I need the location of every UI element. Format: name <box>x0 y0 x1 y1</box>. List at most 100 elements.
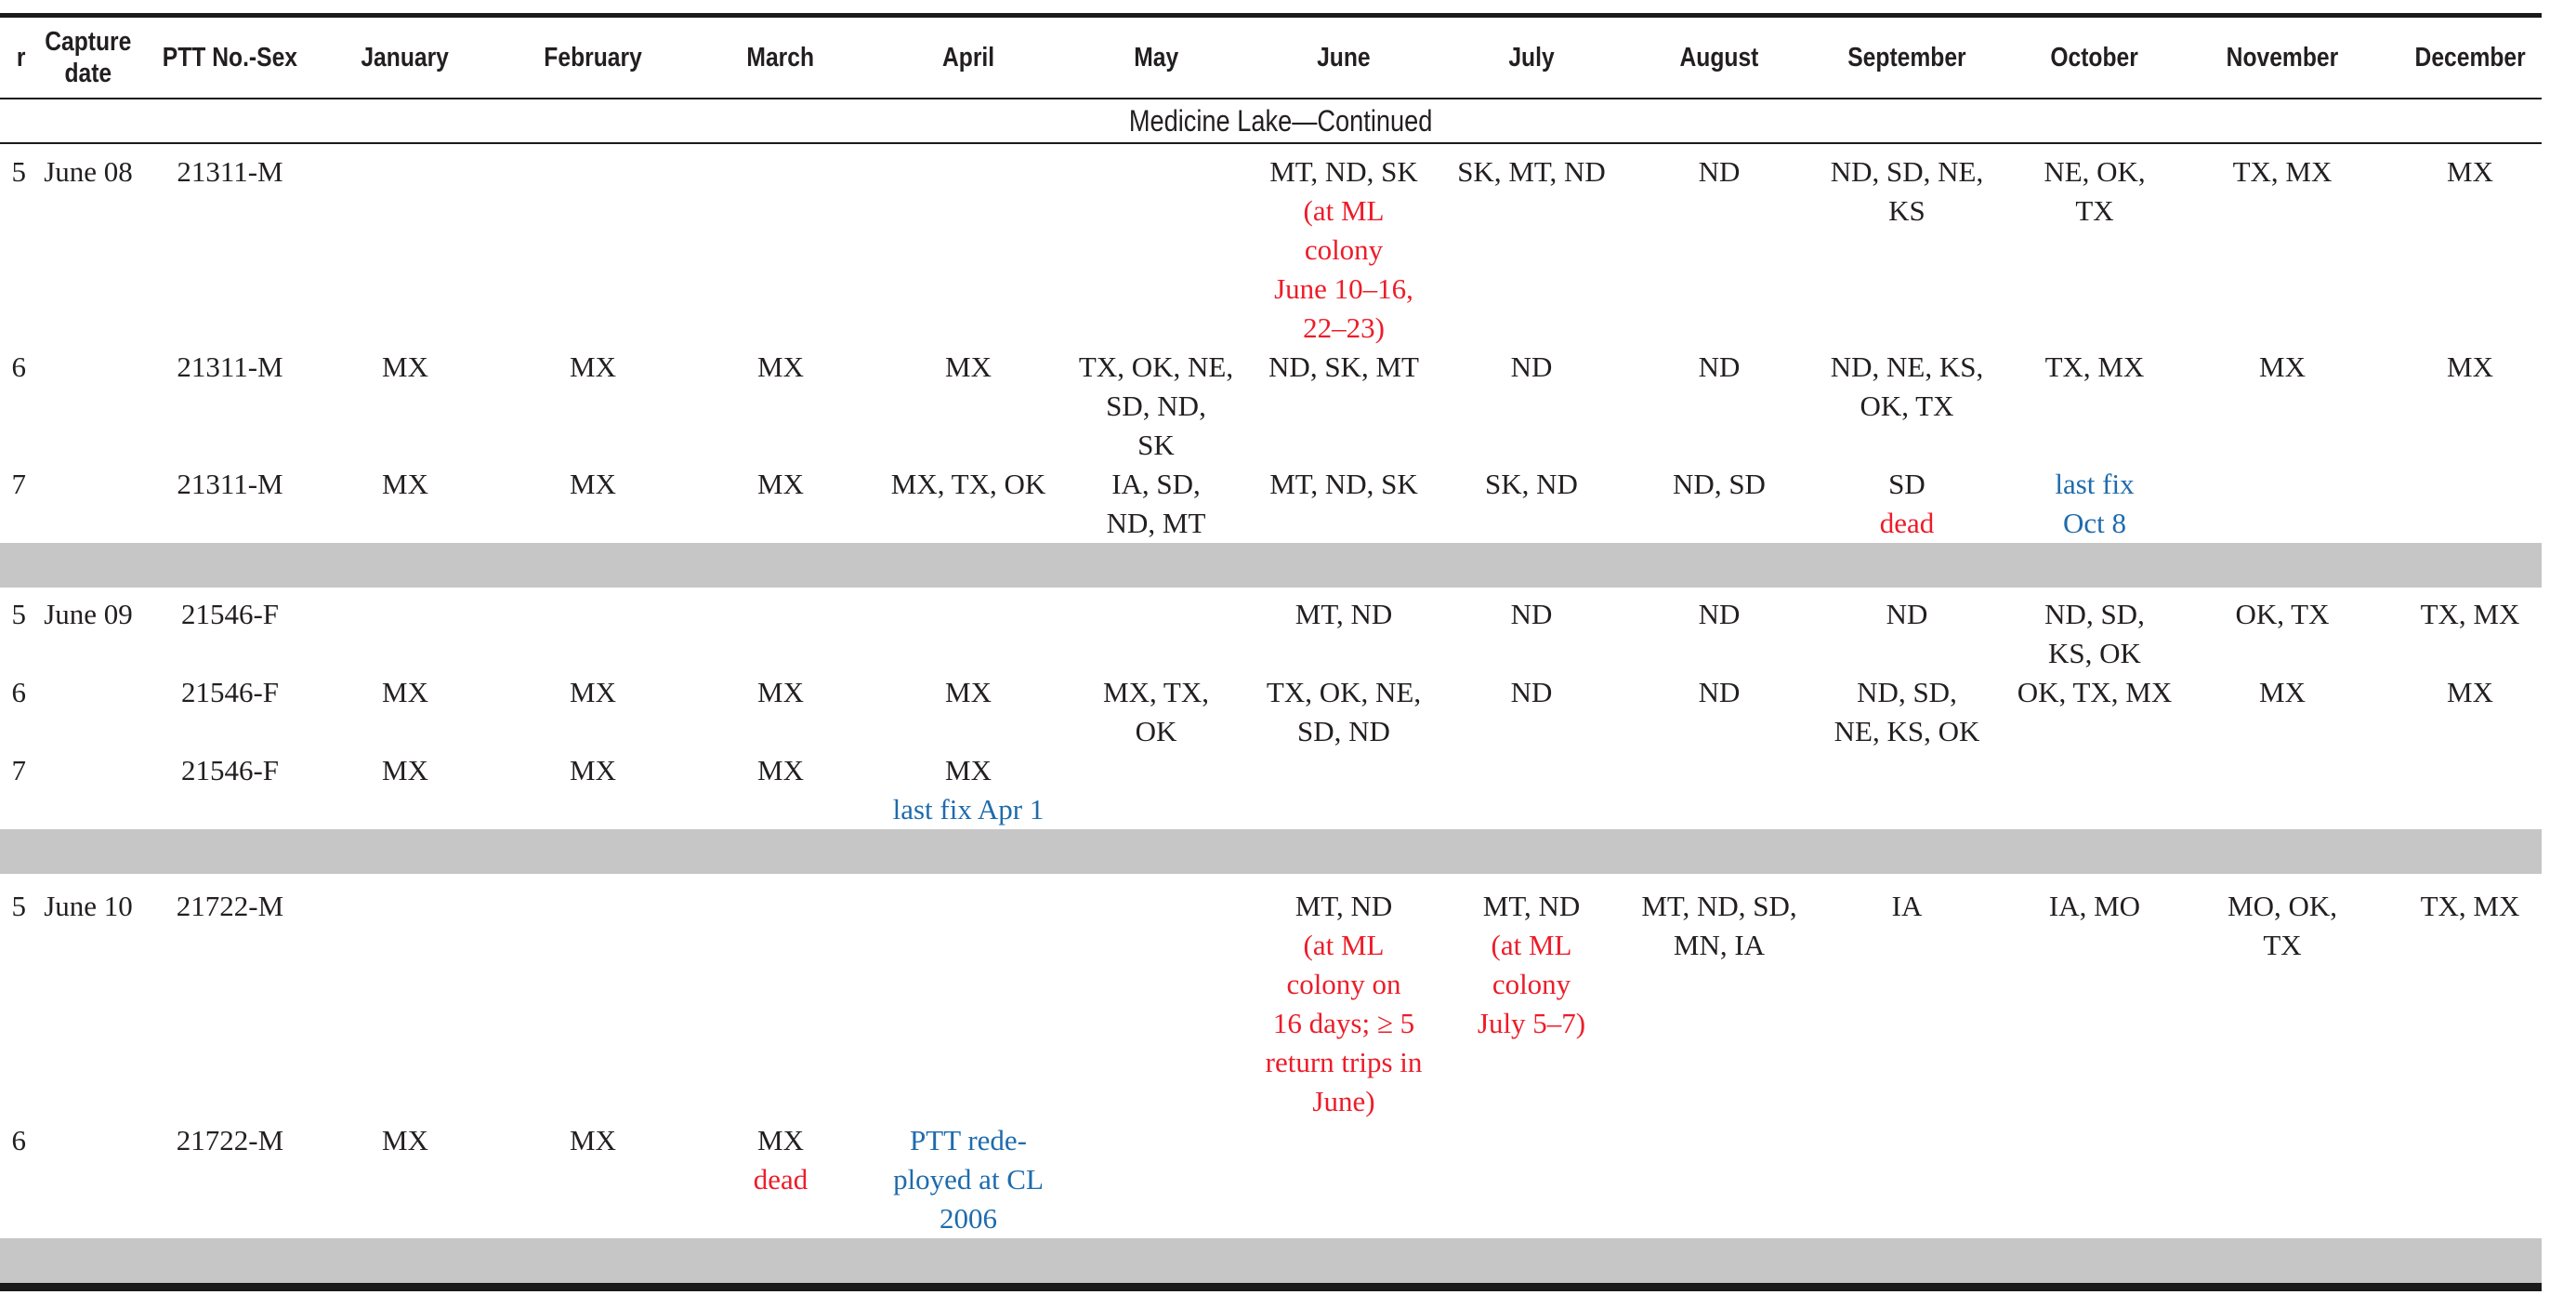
month-column-header-july: July <box>1438 42 1625 73</box>
ptt-cell: 21311-M <box>177 350 283 383</box>
cell-line: ND <box>1698 598 1741 630</box>
month-column-header-december: December <box>2376 42 2564 73</box>
cell-line: SD, ND, <box>1106 390 1206 422</box>
month-header-label: March <box>746 43 815 73</box>
table-row: 6 21722-M MX MX MX dead PTT rede-ployed at CL 2… <box>0 1121 2562 1238</box>
cell-line: ND, MT <box>1106 507 1206 539</box>
cell-line: MT, ND, SD, <box>1641 890 1797 922</box>
cell-line: MX <box>570 1124 616 1156</box>
cell-line: ND <box>1698 155 1741 188</box>
month-header-label: August <box>1679 43 1759 73</box>
cell-line: MX <box>2259 350 2306 383</box>
month-cell-december: MX <box>2376 673 2564 712</box>
section-title: Medicine Lake—Continued <box>1129 103 1433 138</box>
cell-line: MX <box>2447 676 2493 708</box>
cell-line: MT, ND, SK <box>1269 468 1418 500</box>
month-cell-december: TX, MX <box>2376 887 2564 926</box>
month-cell-december: TX, MX <box>2376 595 2564 634</box>
cell-line: MT, ND <box>1295 890 1393 922</box>
cell-line: 16 days; ≥ 5 <box>1272 1007 1415 1039</box>
year-cell: 6 <box>11 350 27 383</box>
month-header-label: January <box>361 43 450 73</box>
cell-line: June) <box>1312 1085 1375 1117</box>
cell-line: MX <box>757 676 804 708</box>
cell-line: IA <box>1891 890 1923 922</box>
month-cell-november: MO, OK, TX <box>2188 887 2376 965</box>
month-header-label: June <box>1317 43 1371 73</box>
cell-line: SK <box>1137 429 1175 461</box>
month-cell-august: ND <box>1625 673 1813 712</box>
month-cell-april: MX <box>874 673 1062 712</box>
month-cell-may: TX, OK, NE, SD, ND, SK <box>1062 348 1250 465</box>
medicine-lake-table: r Capture date PTT No.-Sex January February Ma… <box>0 13 2562 1291</box>
cell-line: ND, SD, <box>2044 598 2145 630</box>
cell-line: MX <box>570 676 616 708</box>
month-cell-august: ND <box>1625 152 1813 192</box>
month-column-header-april: April <box>874 42 1062 73</box>
cell-line: PTT rede- <box>910 1124 1027 1156</box>
cell-line: ND, NE, KS, <box>1830 350 1984 383</box>
cell-line: MX <box>570 350 616 383</box>
month-cell-november: MX <box>2188 673 2376 712</box>
month-column-header-march: March <box>687 42 874 73</box>
cell-line: MX <box>382 676 428 708</box>
cell-line: MX <box>382 754 428 786</box>
month-cell-march: MX dead <box>687 1121 874 1199</box>
month-header-label: November <box>2226 43 2339 73</box>
month-cell-january: MX <box>311 751 499 790</box>
cell-line: 2006 <box>940 1202 997 1235</box>
cell-line: MX, TX, <box>1103 676 1209 708</box>
month-column-header-june: June <box>1250 42 1438 73</box>
month-cell-november: MX <box>2188 348 2376 387</box>
cell-line: TX, MX <box>2420 598 2520 630</box>
cell-line: KS, OK <box>2048 637 2141 669</box>
month-cell-june: MT, ND, SK (at ML colony June 10–16, 22–23) <box>1250 152 1438 348</box>
month-cell-september: IA <box>1813 887 2001 926</box>
capture-date-column-header: Capture date <box>28 26 149 89</box>
month-cell-july: ND <box>1438 595 1625 634</box>
cell-line: MX <box>757 1124 804 1156</box>
cell-line: MX <box>757 468 804 500</box>
cell-line: MX <box>2447 350 2493 383</box>
cell-line: colony <box>1304 233 1384 266</box>
cell-line: TX, OK, NE, <box>1266 676 1422 708</box>
cell-line: ND, SK, MT <box>1268 350 1419 383</box>
month-cell-june: MT, ND, SK <box>1250 465 1438 504</box>
ptt-cell: 21722-M <box>176 1124 284 1156</box>
month-cell-october: last fix Oct 8 <box>2001 465 2188 543</box>
month-cell-april: MX <box>874 348 1062 387</box>
month-cell-august: ND <box>1625 348 1813 387</box>
month-cell-january: MX <box>311 465 499 504</box>
cell-line: last fix Apr 1 <box>892 793 1045 826</box>
cell-line: ND <box>1510 676 1553 708</box>
month-cell-july: ND <box>1438 348 1625 387</box>
cell-line: TX <box>2075 194 2114 227</box>
year-cell: 7 <box>11 468 27 500</box>
header-line: date <box>64 59 112 88</box>
cell-line: MN, IA <box>1673 929 1766 961</box>
month-cell-march: MX <box>687 465 874 504</box>
cell-line: IA, MO <box>2048 890 2141 922</box>
month-cell-september: ND, NE, KS, OK, TX <box>1813 348 2001 426</box>
year-cell: 6 <box>11 1124 27 1156</box>
month-cell-march: MX <box>687 751 874 790</box>
cell-line: MX <box>757 350 804 383</box>
table-row: 6 21311-M MX MX MX MX TX, OK, NE, SD, ND, SK ND, … <box>0 348 2562 465</box>
group-separator-bar <box>0 543 2542 588</box>
cell-line: SK, ND <box>1485 468 1578 500</box>
month-cell-april: MX, TX, OK <box>874 465 1062 504</box>
month-cell-september: SD dead <box>1813 465 2001 543</box>
group-separator-bar <box>0 829 2542 874</box>
cell-line: last fix <box>2055 468 2135 500</box>
month-cell-october: ND, SD, KS, OK <box>2001 595 2188 673</box>
cell-line: KS <box>1888 194 1925 227</box>
month-cell-february: MX <box>499 673 687 712</box>
cell-line: return trips in <box>1265 1046 1423 1078</box>
section-title-row: Medicine Lake—Continued <box>0 99 2562 142</box>
month-cell-may: IA, SD, ND, MT <box>1062 465 1250 543</box>
cell-line: (at ML <box>1303 194 1385 227</box>
cell-line: ND, SD, NE, <box>1830 155 1984 188</box>
cell-line: ployed at CL <box>893 1163 1044 1196</box>
cell-line: MX <box>757 754 804 786</box>
cell-line: MX, TX, OK <box>890 468 1046 500</box>
